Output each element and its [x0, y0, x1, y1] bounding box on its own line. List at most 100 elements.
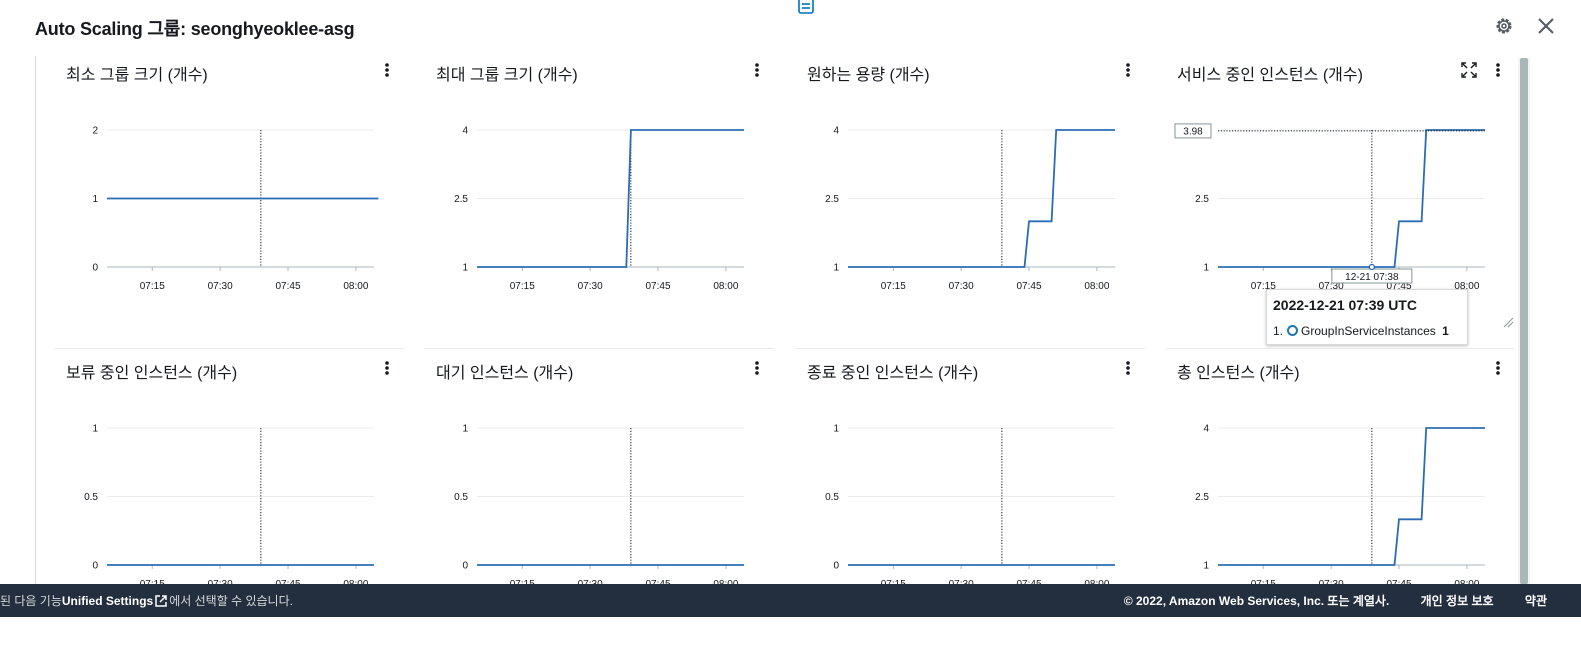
y-tick-label: 1 — [1203, 561, 1209, 572]
copyright-text: © 2022, Amazon Web Services, Inc. 또는 계열사… — [1123, 594, 1390, 608]
more-options-icon[interactable] — [752, 360, 762, 376]
y-tick-label: 0.5 — [84, 492, 98, 503]
x-tick-label: 08:00 — [343, 281, 368, 292]
row-divider — [54, 348, 404, 349]
x-tick-label: 07:45 — [646, 281, 671, 292]
row-divider — [795, 348, 1145, 349]
y-tick-label: 2.5 — [1195, 492, 1209, 503]
hover-value-label: 3.98 — [1183, 126, 1203, 137]
y-tick-label: 1 — [1203, 263, 1209, 274]
footer-links: © 2022, Amazon Web Services, Inc. 또는 계열사… — [1124, 592, 1547, 609]
y-tick-label: 2.5 — [1195, 194, 1209, 205]
series-line[interactable] — [477, 129, 744, 268]
hover-value-box — [1174, 123, 1212, 139]
hover-time-label: 12-21 07:38 — [1345, 272, 1399, 283]
tooltip-value: 1 — [1442, 324, 1449, 338]
x-tick-label: 08:00 — [713, 281, 738, 292]
y-tick-label: 2.5 — [454, 194, 468, 205]
chart-svg: 4 2.5 1 07:15 07:30 07:45 08:00 — [825, 126, 1115, 292]
resize-handle-icon[interactable] — [1502, 316, 1514, 328]
series-line[interactable] — [1218, 427, 1485, 566]
chart-svg: 4 2.5 1 07:15 07:30 07:45 08:00 — [454, 126, 744, 292]
document-icon[interactable] — [797, 0, 815, 14]
x-tick-label: 07:30 — [949, 281, 974, 292]
x-tick-label: 08:00 — [1084, 281, 1109, 292]
x-tick-label: 07:15 — [510, 281, 535, 292]
x-tick-label: 07:15 — [1251, 281, 1276, 292]
y-tick-label: 4 — [462, 126, 468, 137]
x-tick-label: 08:00 — [1454, 281, 1479, 292]
x-tick-label: 07:45 — [1387, 281, 1412, 292]
chart-tooltip: 2022-12-21 07:39 UTC 1. GroupInServiceIns… — [1266, 289, 1468, 345]
metrics-grid — [35, 56, 1530, 584]
terms-link[interactable]: 약관 — [1524, 594, 1547, 608]
y-tick-label: 0 — [833, 561, 839, 572]
footer-notice-suffix: 에서 선택할 수 있습니다. — [169, 594, 293, 608]
y-tick-label: 2.5 — [825, 194, 839, 205]
y-tick-label: 0 — [462, 561, 468, 572]
y-tick-label: 2 — [92, 126, 98, 137]
y-tick-label: 1 — [92, 194, 98, 205]
panel-title: 원하는 용량 (개수) — [807, 67, 930, 84]
x-tick-label: 07:15 — [881, 281, 906, 292]
external-link-icon[interactable] — [155, 595, 167, 607]
y-tick-label: 1 — [833, 424, 839, 435]
series-marker-icon — [1287, 325, 1299, 336]
x-tick-label: 07:15 — [140, 281, 165, 292]
series-line[interactable] — [848, 129, 1115, 268]
metric-panel: 최대 그룹 크기 (개수) 4 2.5 1 07:15 07:30 07:45 08:00 — [424, 58, 794, 350]
y-tick-label: 4 — [833, 126, 839, 137]
panel-title: 종료 중인 인스턴스 (개수) — [807, 365, 979, 382]
x-tick-label: 07:45 — [276, 281, 301, 292]
y-tick-label: 0 — [92, 263, 98, 274]
more-options-icon[interactable] — [1123, 62, 1133, 78]
unified-settings-link[interactable]: Unified Settings — [61, 594, 154, 608]
x-tick-label: 07:30 — [578, 281, 603, 292]
footer-notice: 된 다음 기능Unified Settings 에서 선택할 수 있습니다. — [0, 592, 293, 609]
y-tick-label: 1 — [92, 424, 98, 435]
scrollbar-thumb[interactable] — [1520, 58, 1528, 584]
more-options-icon[interactable] — [1123, 360, 1133, 376]
x-tick-label: 07:45 — [1017, 281, 1042, 292]
y-tick-label: 0.5 — [825, 492, 839, 503]
y-tick-label: 1 — [833, 263, 839, 274]
tooltip-metric: GroupInServiceInstances — [1301, 324, 1436, 338]
tooltip-index: 1. — [1273, 324, 1284, 338]
modal-header: Auto Scaling 그룹: seonghyeoklee-asg — [0, 0, 1581, 56]
panel-title: 보류 중인 인스턴스 (개수) — [66, 365, 238, 382]
more-options-icon[interactable] — [382, 360, 392, 376]
x-tick-label: 07:30 — [1319, 281, 1344, 292]
more-options-icon[interactable] — [1493, 360, 1503, 376]
page-title: Auto Scaling 그룹: seonghyeoklee-asg — [35, 19, 355, 39]
tooltip-title: 2022-12-21 07:39 UTC — [1273, 297, 1417, 313]
expand-icon[interactable] — [1461, 62, 1477, 78]
gear-icon[interactable] — [1494, 16, 1514, 36]
row-divider — [424, 348, 774, 349]
metric-panel: 서비스 중인 인스턴스 (개수)42.5107:1507:3007:4508:0… — [1165, 58, 1535, 350]
row-divider — [1165, 348, 1515, 349]
x-tick-label: 07:30 — [208, 281, 233, 292]
privacy-link[interactable]: 개인 정보 보호 — [1420, 594, 1494, 608]
more-options-icon[interactable] — [752, 62, 762, 78]
more-options-icon[interactable] — [1493, 62, 1503, 78]
y-tick-label: 1 — [462, 263, 468, 274]
footer: 된 다음 기능Unified Settings 에서 선택할 수 있습니다. © … — [0, 584, 1581, 617]
close-icon[interactable] — [1536, 16, 1556, 36]
metric-panel: 원하는 용량 (개수) 4 2.5 1 07:15 07:30 07:45 08:00 — [795, 58, 1165, 350]
y-tick-label: 4 — [1203, 424, 1209, 435]
panel-title: 총 인스턴스 (개수) — [1177, 365, 1300, 382]
tooltip-row: 1. GroupInServiceInstances 1 — [1273, 324, 1449, 338]
footer-notice-prefix: 된 다음 기능 — [0, 594, 62, 608]
y-tick-label: 0.5 — [454, 492, 468, 503]
hover-point — [1368, 263, 1375, 271]
more-options-icon[interactable] — [382, 62, 392, 78]
panel-title: 최소 그룹 크기 (개수) — [66, 67, 208, 84]
panel-title: 서비스 중인 인스턴스 (개수) — [1177, 67, 1363, 84]
y-tick-label: 1 — [462, 424, 468, 435]
series-line[interactable] — [1218, 129, 1485, 268]
y-tick-label: 0 — [92, 561, 98, 572]
